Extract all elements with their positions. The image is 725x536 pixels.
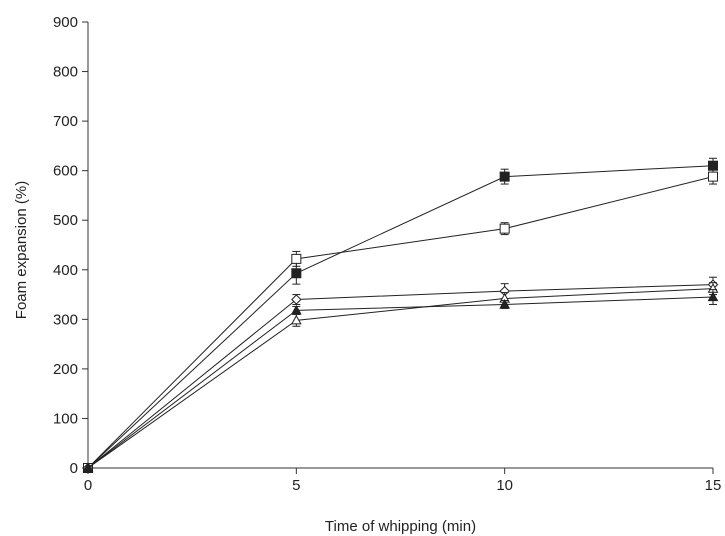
y-tick-label: 800 — [53, 64, 78, 81]
y-tick-label: 100 — [53, 410, 78, 427]
series-line — [87, 165, 714, 469]
y-tick-label: 900 — [53, 14, 78, 31]
series-line — [87, 176, 714, 469]
y-tick-label: 700 — [53, 113, 78, 130]
y-tick-label: 0 — [70, 460, 78, 477]
point — [291, 268, 302, 279]
point — [290, 314, 302, 325]
series-line — [87, 296, 714, 469]
x-tick-label: 5 — [292, 477, 300, 494]
point — [707, 291, 719, 302]
y-tick-label: 300 — [53, 311, 78, 328]
series-layer — [82, 157, 719, 474]
series-5 — [82, 289, 719, 473]
series-line — [87, 284, 714, 469]
x-tick-label: 15 — [705, 477, 722, 494]
axes: 0 100 200 300 400 500 600 700 800 900 0 5 10 15 — [53, 14, 721, 494]
series-line — [87, 288, 714, 469]
point — [291, 253, 302, 264]
y-tick-label: 500 — [53, 212, 78, 229]
point — [708, 171, 718, 182]
point — [499, 298, 511, 309]
y-tick-label: 200 — [53, 361, 78, 378]
series-3 — [82, 276, 719, 474]
x-tick-label: 0 — [84, 477, 92, 494]
y-axis-title: Foam expansion (%) — [13, 181, 30, 319]
series-1 — [83, 157, 718, 473]
y-tick-label: 400 — [53, 262, 78, 279]
y-tick-label: 600 — [53, 163, 78, 180]
point — [290, 304, 302, 315]
series-2 — [83, 168, 718, 473]
point — [499, 171, 510, 182]
point — [499, 223, 510, 234]
point — [291, 294, 302, 305]
x-axis-title: Time of whipping (min) — [325, 518, 476, 535]
point — [82, 462, 94, 473]
x-tick-label: 10 — [496, 477, 513, 494]
